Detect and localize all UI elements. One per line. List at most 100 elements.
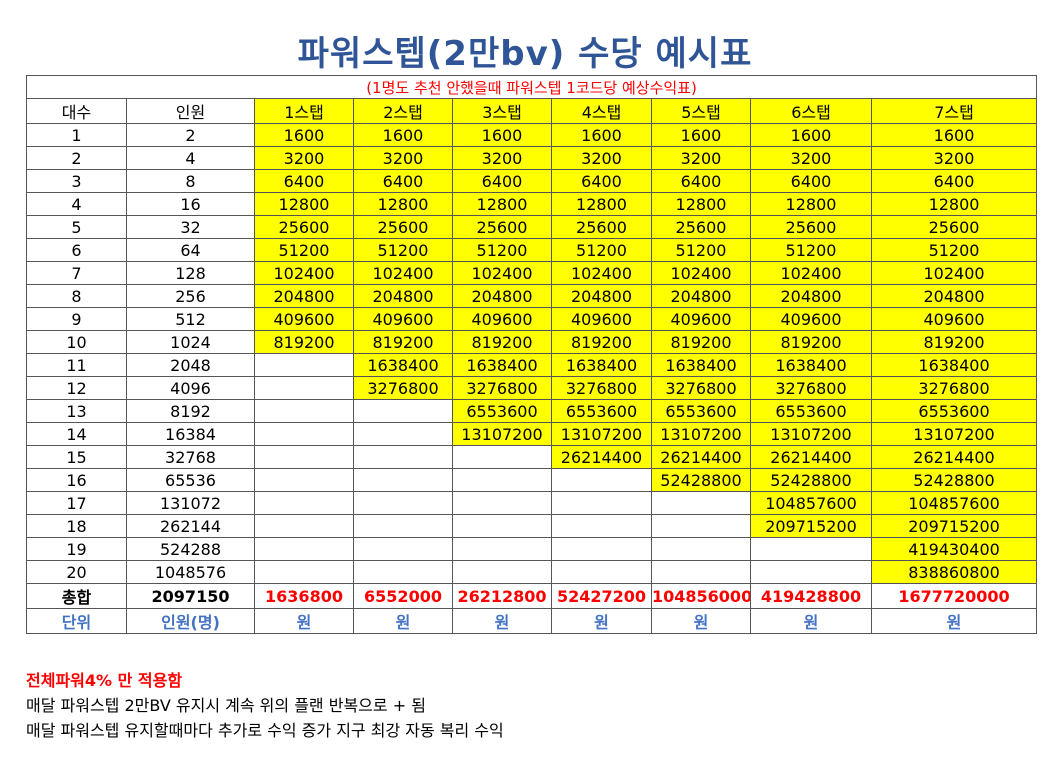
step-value-cell: 25600	[750, 215, 872, 239]
step-value-cell	[254, 468, 354, 492]
step-value-cell: 25600	[254, 215, 354, 239]
step-value-cell	[651, 514, 751, 538]
notes: 전체파워4% 만 적용함 매달 파워스텝 2만BV 유지시 계속 위의 플랜 반…	[26, 668, 504, 743]
table-row: 1 2 1600 1600 1600 1600 1600 1600 1600	[26, 123, 1038, 147]
step-value-cell: 3276800	[452, 376, 552, 400]
step-value-cell	[353, 560, 453, 584]
step-value-cell: 102400	[651, 261, 751, 285]
step-value-cell: 13107200	[551, 422, 652, 446]
people-cell: 262144	[126, 514, 255, 538]
step-value-cell: 819200	[551, 330, 652, 354]
step-value-cell: 6400	[750, 169, 872, 193]
subtitle-row: (1명도 추천 안했을때 파워스텝 1코드당 예상수익표)	[25, 75, 1038, 99]
table-row: 20 1048576 838860800	[26, 560, 1038, 584]
step-value-cell	[452, 537, 552, 561]
step-value-cell: 6400	[353, 169, 453, 193]
step-value-cell: 1638400	[651, 353, 751, 377]
step-value-cell	[452, 514, 552, 538]
generation-cell: 6	[26, 238, 127, 262]
step-value-cell	[254, 560, 354, 584]
step-value-cell: 6400	[870, 169, 1038, 193]
table-row: 16 65536 52428800 52428800 52428800	[26, 468, 1038, 492]
generation-cell: 17	[26, 491, 127, 515]
step-value-cell: 25600	[353, 215, 453, 239]
generation-cell: 8	[26, 284, 127, 308]
step-value-cell	[254, 491, 354, 515]
step-value-cell: 6400	[452, 169, 552, 193]
step-value-cell: 104857600	[870, 491, 1038, 515]
total-people: 2097150	[126, 583, 255, 609]
step-value-cell: 409600	[750, 307, 872, 331]
step-value-cell: 12800	[651, 192, 751, 216]
step-value-cell	[353, 422, 453, 446]
people-cell: 8192	[126, 399, 255, 423]
people-cell: 4096	[126, 376, 255, 400]
step-value-cell	[551, 560, 652, 584]
step-value-cell	[254, 422, 354, 446]
table-row: 17 131072 104857600 104857600	[26, 491, 1038, 515]
table-row: 9 512 409600 409600 409600 409600 409600 409600…	[26, 307, 1038, 331]
step-value-cell	[254, 445, 354, 469]
step-value-cell: 13107200	[750, 422, 872, 446]
total-step-value: 26212800	[452, 583, 552, 609]
step-value-cell	[551, 468, 652, 492]
header-cell: 5스탭	[651, 98, 751, 124]
step-value-cell	[750, 537, 872, 561]
step-value-cell: 12800	[750, 192, 872, 216]
commission-table: (1명도 추천 안했을때 파워스텝 1코드당 예상수익표) 대수 인원 1스탭 …	[25, 75, 1038, 634]
table-row: 7 128 102400 102400 102400 102400 102400 102400…	[26, 261, 1038, 285]
step-value-cell: 51200	[254, 238, 354, 262]
total-step-value: 1636800	[254, 583, 354, 609]
unit-step: 원	[254, 608, 354, 634]
step-value-cell: 51200	[870, 238, 1038, 262]
unit-step: 원	[452, 608, 552, 634]
step-value-cell: 51200	[651, 238, 751, 262]
total-step-value: 419428800	[750, 583, 872, 609]
step-value-cell: 25600	[870, 215, 1038, 239]
step-value-cell	[551, 491, 652, 515]
step-value-cell: 6553600	[870, 399, 1038, 423]
step-value-cell: 3200	[353, 146, 453, 170]
step-value-cell	[254, 353, 354, 377]
unit-step: 원	[353, 608, 453, 634]
table-row: 11 2048 1638400 1638400 1638400 1638400 163840…	[26, 353, 1038, 377]
people-cell: 1048576	[126, 560, 255, 584]
unit-step: 원	[651, 608, 751, 634]
people-cell: 128	[126, 261, 255, 285]
step-value-cell: 1638400	[353, 353, 453, 377]
unit-label: 단위	[26, 608, 127, 634]
step-value-cell: 102400	[551, 261, 652, 285]
header-cell: 2스탭	[353, 98, 453, 124]
step-value-cell: 1600	[651, 123, 751, 147]
note-line: 매달 파워스텝 2만BV 유지시 계속 위의 플랜 반복으로 + 됨	[26, 696, 426, 715]
total-row: 총합 2097150 1636800 6552000 26212800 52427200 1…	[26, 583, 1038, 609]
header-cell: 대수	[26, 98, 127, 124]
people-cell: 131072	[126, 491, 255, 515]
step-value-cell: 409600	[551, 307, 652, 331]
step-value-cell	[353, 514, 453, 538]
generation-cell: 4	[26, 192, 127, 216]
generation-cell: 11	[26, 353, 127, 377]
step-value-cell: 819200	[353, 330, 453, 354]
step-value-cell: 6553600	[452, 399, 552, 423]
people-cell: 1024	[126, 330, 255, 354]
step-value-cell	[254, 514, 354, 538]
table-row: 3 8 6400 6400 6400 6400 6400 6400 6400	[26, 169, 1038, 193]
note-highlight: 전체파워4% 만 적용함	[26, 671, 183, 690]
step-value-cell: 12800	[254, 192, 354, 216]
step-value-cell: 26214400	[870, 445, 1038, 469]
step-value-cell	[353, 399, 453, 423]
step-value-cell: 3200	[551, 146, 652, 170]
generation-cell: 10	[26, 330, 127, 354]
step-value-cell: 1600	[870, 123, 1038, 147]
step-value-cell: 6400	[254, 169, 354, 193]
step-value-cell: 6553600	[750, 399, 872, 423]
step-value-cell	[452, 560, 552, 584]
table-row: 5 32 25600 25600 25600 25600 25600 25600 25600	[26, 215, 1038, 239]
step-value-cell: 819200	[651, 330, 751, 354]
step-value-cell	[651, 491, 751, 515]
step-value-cell: 409600	[870, 307, 1038, 331]
step-value-cell: 6553600	[551, 399, 652, 423]
step-value-cell: 6400	[651, 169, 751, 193]
step-value-cell: 26214400	[551, 445, 652, 469]
